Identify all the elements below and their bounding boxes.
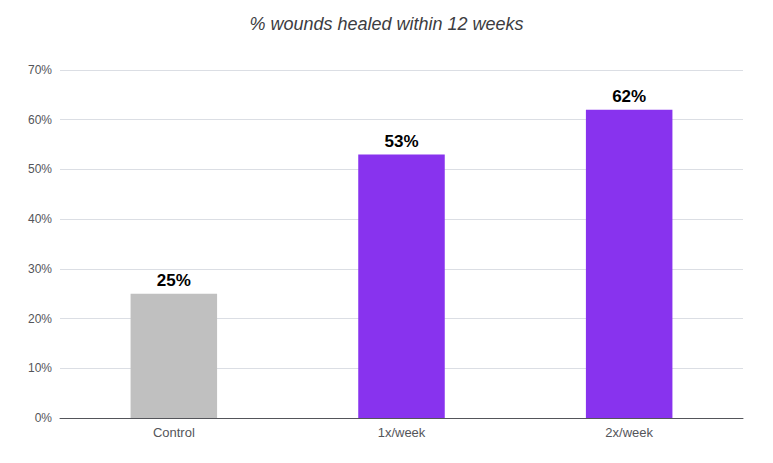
svg-text:60%: 60% <box>28 113 52 127</box>
svg-text:53%: 53% <box>384 132 418 151</box>
svg-text:25%: 25% <box>157 271 191 290</box>
svg-text:20%: 20% <box>28 312 52 326</box>
svg-text:70%: 70% <box>28 63 52 77</box>
svg-text:0%: 0% <box>35 411 53 425</box>
svg-text:30%: 30% <box>28 262 52 276</box>
svg-text:1x/week: 1x/week <box>378 425 426 440</box>
svg-text:40%: 40% <box>28 212 52 226</box>
svg-text:10%: 10% <box>28 361 52 375</box>
svg-text:Control: Control <box>153 425 195 440</box>
svg-text:62%: 62% <box>612 87 646 106</box>
svg-text:2x/week: 2x/week <box>605 425 653 440</box>
svg-text:% wounds healed within 12 week: % wounds healed within 12 weeks <box>249 14 523 34</box>
svg-text:50%: 50% <box>28 162 52 176</box>
